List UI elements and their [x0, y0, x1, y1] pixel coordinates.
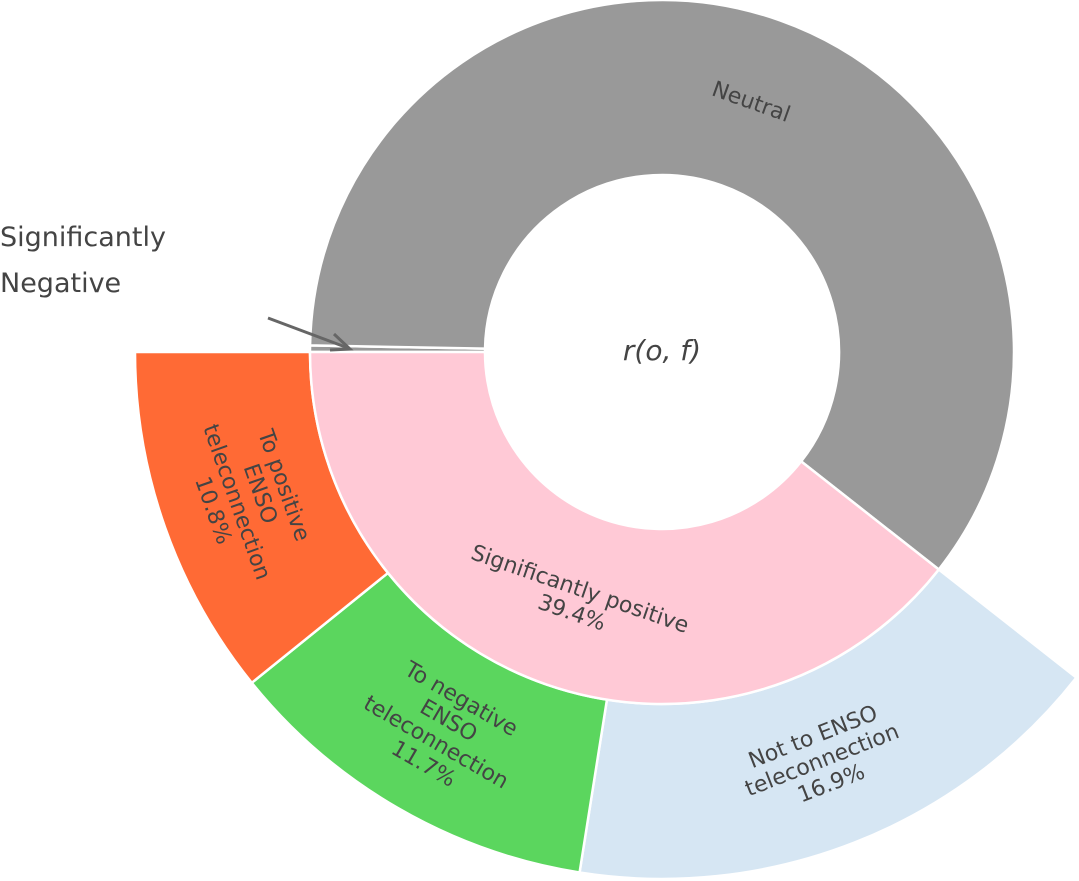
- annotation-line: Negative: [0, 268, 121, 299]
- wedge: [308, 0, 1016, 572]
- center-label: r(o, f): [623, 334, 701, 367]
- annotation-arrowhead: [329, 332, 354, 352]
- annotation: Significantly Negative: [0, 222, 166, 299]
- wedge: [308, 350, 941, 706]
- annotation-line: Significantly: [0, 222, 166, 253]
- annotation-arrow: [267, 316, 349, 350]
